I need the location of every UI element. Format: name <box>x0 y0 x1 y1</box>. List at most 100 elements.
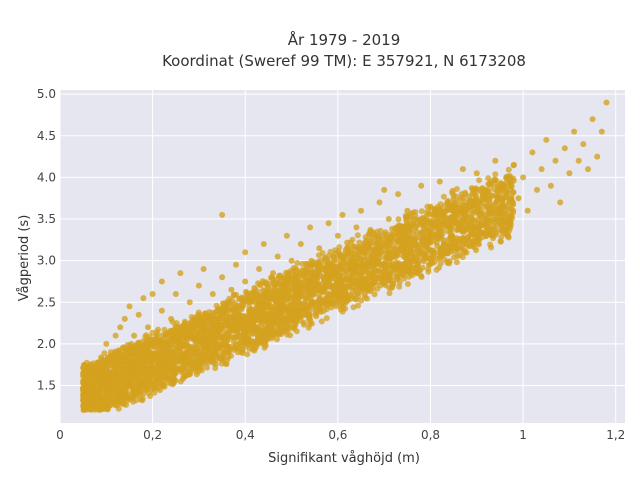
data-point <box>193 371 200 378</box>
data-point <box>371 261 378 268</box>
data-point <box>476 177 483 184</box>
x-tick-label: 1,2 <box>606 428 625 442</box>
data-point <box>381 236 388 243</box>
data-point <box>470 237 477 244</box>
data-point <box>99 367 106 374</box>
data-point <box>260 287 266 294</box>
data-point <box>180 328 187 335</box>
data-point <box>253 315 260 322</box>
data-point <box>135 311 142 318</box>
data-point <box>355 293 362 300</box>
x-tick-label: 0,2 <box>143 428 162 442</box>
data-point <box>241 316 248 323</box>
data-point <box>112 382 119 389</box>
data-point <box>461 249 468 256</box>
data-point <box>158 307 165 314</box>
data-point <box>117 324 124 331</box>
data-point <box>464 224 471 231</box>
data-point <box>128 348 134 355</box>
y-tick-label: 5.0 <box>37 87 56 101</box>
data-point <box>181 351 188 358</box>
data-point <box>286 273 293 280</box>
data-point <box>96 387 103 394</box>
data-point <box>441 237 448 244</box>
data-point <box>448 220 454 227</box>
data-point <box>273 300 280 306</box>
data-point <box>501 182 508 189</box>
data-point <box>384 272 391 279</box>
data-point <box>199 342 206 349</box>
y-tick-label: 1.5 <box>37 379 56 393</box>
data-point <box>155 326 161 333</box>
data-point <box>223 315 230 322</box>
data-point <box>337 279 344 286</box>
data-point <box>420 228 427 235</box>
data-point <box>503 188 510 195</box>
data-point <box>362 249 369 256</box>
data-point <box>395 216 402 223</box>
data-point <box>386 290 393 297</box>
data-point <box>103 340 110 347</box>
data-point <box>138 382 145 389</box>
data-point <box>171 356 178 363</box>
data-point <box>409 258 416 265</box>
data-point <box>245 325 251 332</box>
data-point <box>311 261 318 268</box>
data-point <box>422 251 429 258</box>
data-point <box>385 216 392 222</box>
data-point <box>422 232 429 239</box>
data-point <box>270 270 276 277</box>
data-point <box>237 303 244 310</box>
data-point <box>396 283 403 290</box>
data-point <box>210 332 217 339</box>
data-point <box>176 324 183 331</box>
data-point <box>95 374 102 381</box>
data-point <box>498 233 505 240</box>
data-point <box>223 361 230 368</box>
data-point <box>143 375 150 381</box>
data-point <box>319 250 326 256</box>
data-point <box>131 374 138 381</box>
data-point <box>150 358 157 365</box>
data-point <box>157 370 164 377</box>
data-point <box>172 366 179 373</box>
data-point <box>449 189 456 196</box>
data-point <box>270 328 277 335</box>
data-point <box>164 338 171 345</box>
data-point <box>233 261 239 268</box>
data-point <box>117 365 124 372</box>
data-point <box>318 318 325 325</box>
data-point <box>370 246 377 253</box>
data-point <box>314 287 321 294</box>
data-point <box>254 296 261 303</box>
data-point <box>357 248 364 255</box>
data-point <box>339 211 346 218</box>
data-point <box>358 278 364 284</box>
data-point <box>485 175 492 182</box>
data-point <box>135 361 142 368</box>
data-point <box>510 189 517 196</box>
data-point <box>381 186 388 193</box>
data-point <box>259 333 266 340</box>
data-point <box>201 316 208 323</box>
data-point <box>256 266 263 272</box>
data-point <box>145 324 151 331</box>
data-point <box>566 170 573 177</box>
data-point <box>141 357 148 364</box>
data-point <box>314 275 321 282</box>
data-point <box>228 326 235 332</box>
data-point <box>506 199 513 206</box>
data-point <box>510 161 517 168</box>
data-point <box>336 294 343 301</box>
data-point <box>181 364 188 371</box>
data-point <box>150 385 157 392</box>
data-point <box>233 328 240 335</box>
data-point <box>126 357 133 364</box>
data-point <box>366 244 372 251</box>
data-point <box>255 280 262 287</box>
data-point <box>473 207 480 214</box>
data-point <box>188 322 195 329</box>
data-point <box>493 201 500 208</box>
data-point <box>162 331 169 338</box>
data-point <box>367 228 374 235</box>
